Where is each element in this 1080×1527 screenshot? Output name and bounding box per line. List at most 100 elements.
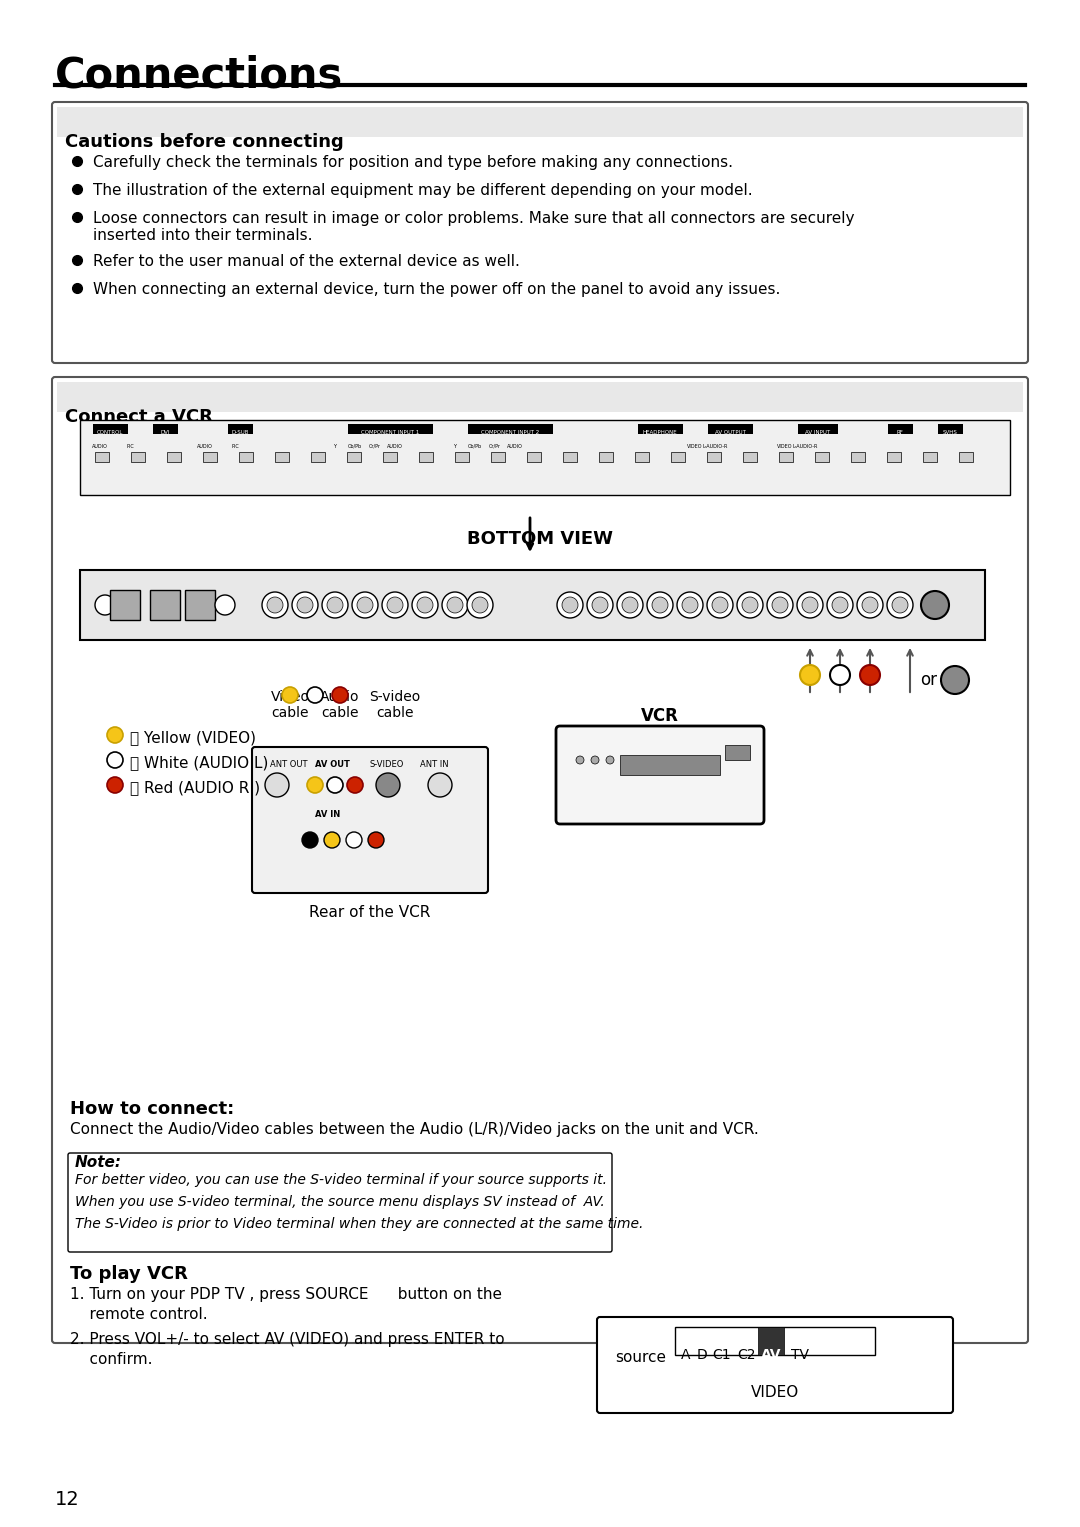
Circle shape (681, 597, 698, 612)
Bar (455, 452, 469, 463)
Text: D: D (697, 1348, 707, 1362)
Text: AUDIO: AUDIO (508, 444, 523, 449)
Circle shape (767, 592, 793, 618)
Circle shape (447, 597, 463, 612)
Bar (815, 452, 829, 463)
Circle shape (802, 597, 818, 612)
Circle shape (472, 597, 488, 612)
Bar (311, 452, 325, 463)
Text: C1: C1 (713, 1348, 731, 1362)
Bar (93, 425, 129, 434)
Circle shape (677, 592, 703, 618)
Bar (383, 452, 397, 463)
Circle shape (887, 592, 913, 618)
Circle shape (707, 592, 733, 618)
Bar (80, 420, 1010, 495)
Text: S-VIDEO: S-VIDEO (370, 760, 404, 770)
Text: RF: RF (896, 431, 904, 435)
Circle shape (921, 591, 949, 618)
FancyBboxPatch shape (252, 747, 488, 893)
Bar (563, 452, 577, 463)
Circle shape (297, 597, 313, 612)
Circle shape (352, 592, 378, 618)
Circle shape (860, 664, 880, 686)
Circle shape (617, 592, 643, 618)
Text: source: source (615, 1350, 666, 1365)
Bar (959, 452, 973, 463)
Bar (939, 425, 963, 434)
Circle shape (411, 592, 438, 618)
Text: Audio
cable: Audio cable (321, 690, 360, 721)
Circle shape (428, 773, 453, 797)
Text: ⒂ White (AUDIO L): ⒂ White (AUDIO L) (130, 754, 268, 770)
Text: A: A (681, 1348, 691, 1362)
Text: SVHS: SVHS (943, 431, 958, 435)
Text: TV: TV (791, 1348, 809, 1362)
Bar (185, 589, 215, 620)
FancyBboxPatch shape (52, 102, 1028, 363)
Text: S-video
cable: S-video cable (369, 690, 420, 721)
Text: PIC: PIC (126, 444, 134, 449)
Bar (239, 452, 253, 463)
Circle shape (368, 832, 384, 847)
Text: Cautions before connecting: Cautions before connecting (65, 133, 343, 151)
Text: The illustration of the external equipment may be different depending on your mo: The illustration of the external equipme… (93, 183, 753, 199)
Circle shape (858, 592, 883, 618)
Circle shape (772, 597, 788, 612)
Text: VCR: VCR (642, 707, 679, 725)
Bar (347, 452, 361, 463)
Text: L-AUDIO-R: L-AUDIO-R (702, 444, 728, 449)
Text: C2: C2 (737, 1348, 755, 1362)
Text: The S-Video is prior to Video terminal when they are connected at the same time.: The S-Video is prior to Video terminal w… (75, 1217, 644, 1231)
Circle shape (442, 592, 468, 618)
Bar (707, 452, 721, 463)
Text: inserted into their terminals.: inserted into their terminals. (93, 228, 312, 243)
Text: ⒃ Red (AUDIO R ): ⒃ Red (AUDIO R ) (130, 780, 260, 796)
Circle shape (557, 592, 583, 618)
Text: AUDIO: AUDIO (92, 444, 108, 449)
Text: AV OUTPUT: AV OUTPUT (715, 431, 745, 435)
Circle shape (282, 687, 298, 702)
Text: 1. Turn on your PDP TV , press SOURCE      button on the: 1. Turn on your PDP TV , press SOURCE bu… (70, 1287, 502, 1303)
Text: AV OUT: AV OUT (315, 760, 350, 770)
Bar (110, 589, 140, 620)
Circle shape (387, 597, 403, 612)
Bar (725, 745, 750, 760)
Circle shape (324, 832, 340, 847)
Text: or: or (920, 670, 937, 689)
Bar (153, 425, 178, 434)
Bar (620, 754, 720, 776)
Circle shape (797, 592, 823, 618)
Circle shape (107, 727, 123, 744)
Circle shape (307, 687, 323, 702)
Bar (57, 107, 1023, 137)
Text: ⒁ Yellow (VIDEO): ⒁ Yellow (VIDEO) (130, 730, 256, 745)
Circle shape (382, 592, 408, 618)
Bar (675, 1327, 875, 1354)
Circle shape (107, 777, 123, 793)
Text: VIDEO: VIDEO (751, 1385, 799, 1400)
Circle shape (647, 592, 673, 618)
Circle shape (302, 832, 318, 847)
Circle shape (941, 666, 969, 693)
Circle shape (622, 597, 638, 612)
Text: COMPONENT INPUT 1: COMPONENT INPUT 1 (361, 431, 419, 435)
Text: When you use S-video terminal, the source menu displays SV instead of  AV.: When you use S-video terminal, the sourc… (75, 1196, 605, 1209)
Text: BOTTOM VIEW: BOTTOM VIEW (467, 530, 613, 548)
Circle shape (322, 592, 348, 618)
Text: Rear of the VCR: Rear of the VCR (309, 906, 431, 919)
Bar (150, 589, 180, 620)
Bar (887, 452, 901, 463)
Circle shape (592, 597, 608, 612)
Text: To play VCR: To play VCR (70, 1264, 188, 1283)
Text: Connect a VCR: Connect a VCR (65, 408, 213, 426)
Circle shape (467, 592, 492, 618)
Circle shape (95, 596, 114, 615)
Circle shape (327, 597, 343, 612)
FancyBboxPatch shape (52, 377, 1028, 1344)
Bar (923, 452, 937, 463)
Text: L-AUDIO-R: L-AUDIO-R (793, 444, 818, 449)
Circle shape (562, 597, 578, 612)
Text: Cb/Pb: Cb/Pb (348, 444, 362, 449)
Text: D-SUB: D-SUB (231, 431, 248, 435)
